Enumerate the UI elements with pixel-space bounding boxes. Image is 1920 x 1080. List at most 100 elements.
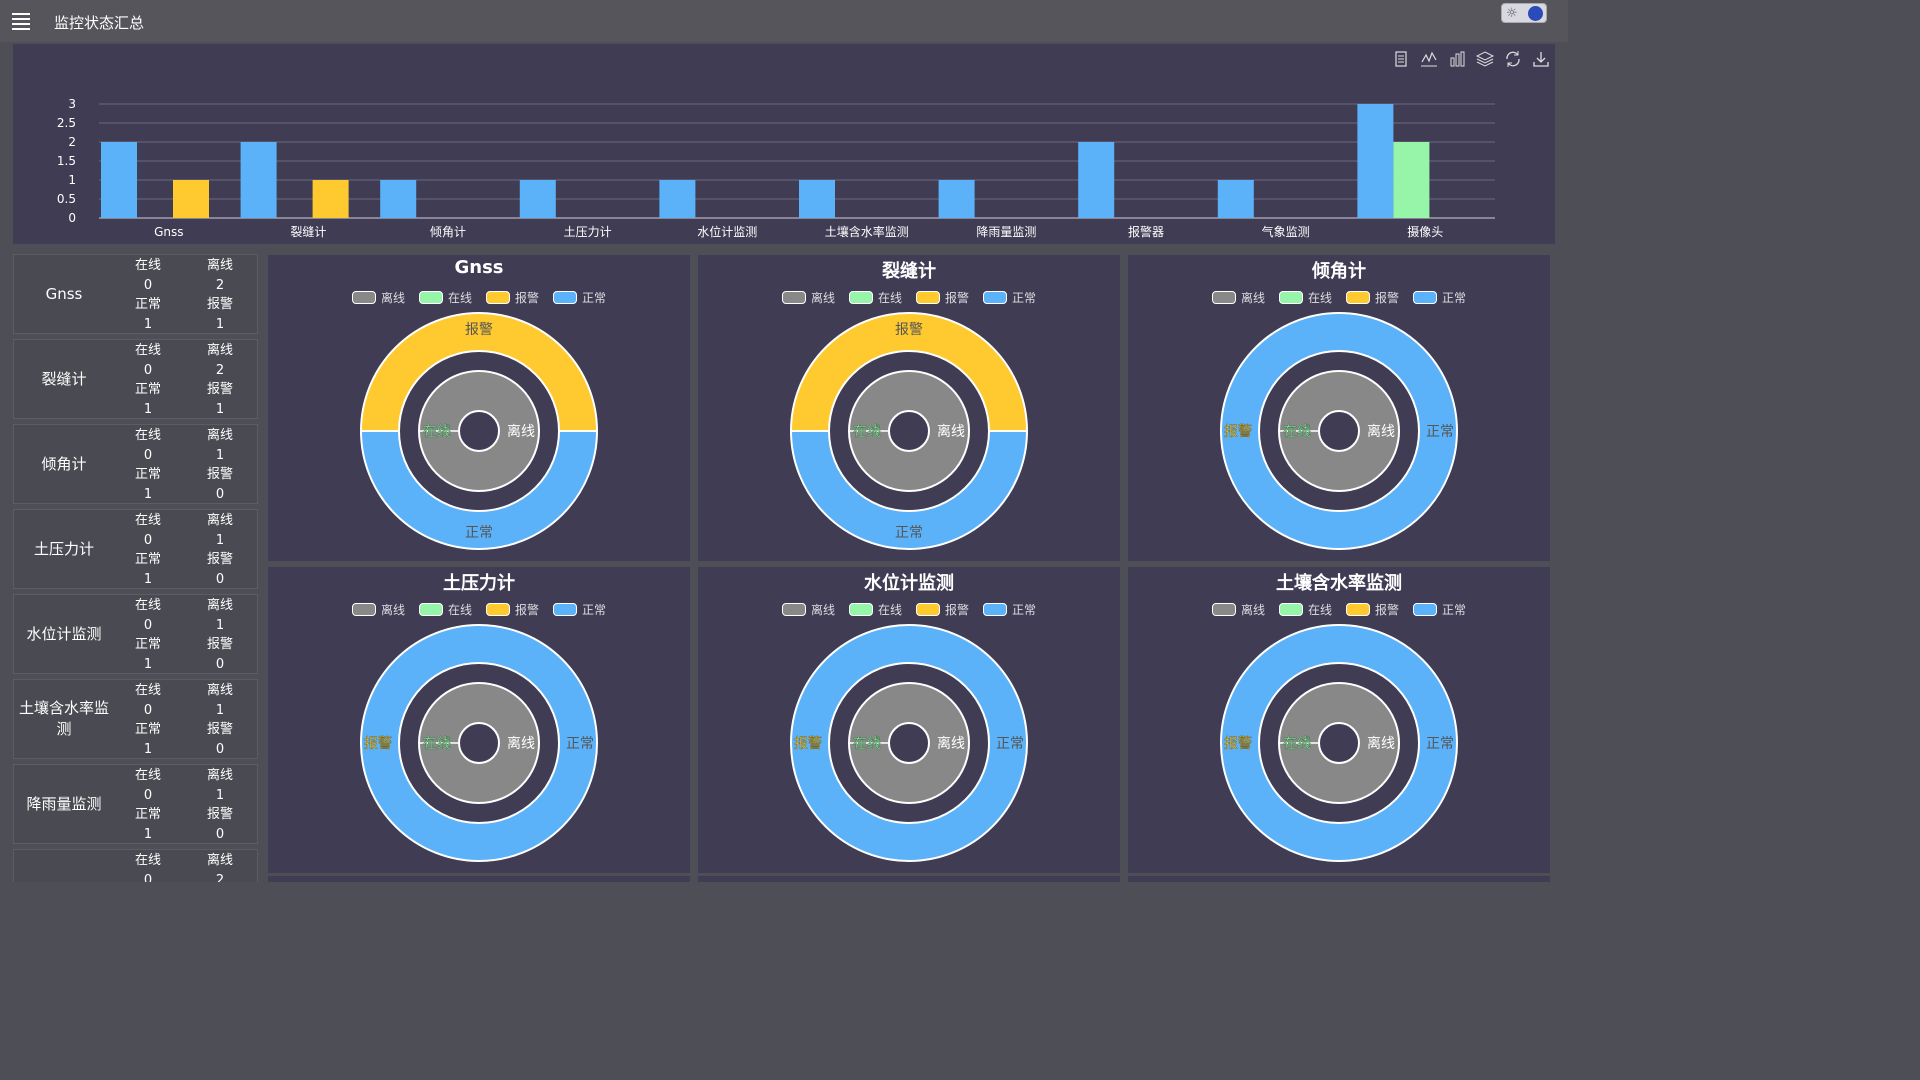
legend-label: 在线 (1307, 291, 1332, 305)
normal-count: 1 (143, 402, 153, 417)
legend-label: 离线 (810, 603, 835, 617)
bar[interactable] (240, 142, 277, 218)
restore-icon[interactable] (1503, 50, 1523, 68)
alarm-label: 报警 (206, 807, 233, 822)
legend-item[interactable]: 在线 (1278, 289, 1332, 306)
download-icon[interactable] (1531, 50, 1551, 68)
alarm-count: 0 (215, 572, 225, 587)
alarm-slice[interactable] (789, 312, 1029, 432)
y-tick-label: 0.5 (57, 192, 76, 206)
normal-slice[interactable] (791, 625, 1027, 861)
offline-label: 离线 (206, 258, 233, 273)
alarm-slice-label: 报警 (364, 736, 392, 752)
bar[interactable] (799, 180, 835, 218)
y-tick-label: 1.5 (57, 154, 76, 168)
online-slice-label: 在线 (423, 736, 451, 752)
normal-slice[interactable] (361, 625, 597, 861)
legend-item[interactable]: 报警 (1346, 601, 1399, 618)
summary-bar-chart-panel: 0 0.5 1 1.5 2 2.5 3 Gnss 裂缝计 倾角计 土压力计 水位计监测 土壤含水率监测 降… (13, 44, 1555, 244)
bar[interactable] (1078, 142, 1115, 218)
alarm-label: 报警 (206, 637, 233, 652)
legend-item[interactable]: 在线 (848, 601, 902, 618)
legend-item[interactable]: 离线 (351, 601, 405, 618)
legend-item[interactable]: 离线 (1211, 289, 1265, 306)
bar[interactable] (519, 180, 556, 218)
device-name: 土压力计 (33, 539, 94, 558)
offline-slice-label: 离线 (507, 735, 535, 752)
legend-item[interactable]: 在线 (1278, 601, 1332, 618)
online-count: 0 (143, 873, 153, 882)
bar[interactable] (101, 142, 137, 218)
legend-label: 正常 (1442, 603, 1467, 617)
slice-border (1258, 350, 1420, 512)
offline-label: 离线 (206, 513, 233, 528)
normal-count: 1 (143, 827, 153, 842)
legend-item[interactable]: 报警 (486, 289, 539, 306)
x-tick-label: 土壤含水率监测 (825, 224, 909, 239)
x-tick-label: 报警器 (1128, 224, 1164, 239)
bar[interactable] (312, 180, 349, 218)
legend-item[interactable]: 报警 (916, 601, 969, 618)
legend-item[interactable]: 在线 (848, 289, 902, 306)
slice-border (1258, 662, 1420, 824)
theme-toggle[interactable]: ☼ (1501, 3, 1547, 23)
bar[interactable] (380, 180, 417, 218)
legend-item[interactable]: 正常 (1413, 601, 1466, 618)
legend-label: 正常 (1012, 603, 1037, 617)
online-label: 在线 (134, 598, 161, 613)
normal-count: 1 (143, 572, 153, 587)
menu-icon[interactable] (12, 13, 30, 30)
device-name: 倾角计 (41, 454, 87, 473)
slice-border (1318, 410, 1360, 452)
legend-swatch (781, 603, 806, 616)
bar[interactable] (1217, 180, 1254, 218)
online-label: 在线 (134, 513, 161, 528)
line-chart-icon[interactable] (1419, 50, 1439, 68)
legend-item[interactable]: 报警 (486, 601, 539, 618)
donut-chart-title: 裂缝计 (882, 261, 936, 282)
legend-item[interactable]: 正常 (983, 601, 1036, 618)
legend-item[interactable]: 正常 (553, 289, 606, 306)
bar[interactable] (1357, 104, 1394, 218)
legend-item[interactable]: 离线 (781, 289, 835, 306)
bar[interactable] (1393, 142, 1430, 218)
bar[interactable] (173, 180, 209, 218)
offline-slice-label: 离线 (1367, 735, 1395, 752)
normal-slice[interactable] (789, 430, 1029, 550)
device-card: 土压力计 在线 离线 0 1 正常 报警 1 0 (13, 509, 258, 589)
legend-swatch (486, 291, 510, 304)
legend-item[interactable]: 报警 (1346, 289, 1399, 306)
legend-item[interactable]: 离线 (351, 289, 405, 306)
legend-item[interactable]: 正常 (553, 601, 606, 618)
legend-item[interactable]: 正常 (1413, 289, 1466, 306)
normal-slice[interactable] (1221, 625, 1457, 861)
legend-swatch (418, 603, 443, 616)
legend-item[interactable]: 正常 (983, 289, 1036, 306)
legend-item[interactable]: 在线 (418, 289, 472, 306)
slice-border (458, 410, 500, 452)
bar[interactable] (938, 180, 975, 218)
legend-label: 正常 (582, 291, 607, 305)
normal-slice[interactable] (1221, 313, 1457, 549)
donut-chart-title: 土壤含水率监测 (1276, 573, 1402, 594)
alarm-slice[interactable] (359, 312, 599, 432)
panel-edge (268, 876, 690, 882)
alarm-count: 0 (215, 657, 225, 672)
chart-legend: 离线 在线 报警 正常 (698, 601, 1120, 618)
normal-slice-label: 正常 (465, 525, 493, 541)
slice-border (458, 722, 500, 764)
legend-item[interactable]: 离线 (781, 601, 835, 618)
device-card: 土壤含水率监测 在线 离线 0 1 正常 报警 1 0 (13, 679, 258, 759)
normal-slice[interactable] (359, 430, 599, 550)
bar-chart-icon[interactable] (1447, 50, 1467, 68)
online-count: 0 (143, 278, 153, 293)
device-card: 水位计监测 在线 离线 0 1 正常 报警 1 0 (13, 594, 258, 674)
stack-icon[interactable] (1475, 50, 1495, 68)
offline-count: 1 (215, 703, 225, 718)
legend-item[interactable]: 离线 (1211, 601, 1265, 618)
legend-item[interactable]: 在线 (418, 601, 472, 618)
bar[interactable] (659, 180, 696, 218)
data-view-icon[interactable] (1391, 50, 1411, 68)
top-bar: 监控状态汇总 ☼ (0, 0, 1568, 42)
legend-item[interactable]: 报警 (916, 289, 969, 306)
